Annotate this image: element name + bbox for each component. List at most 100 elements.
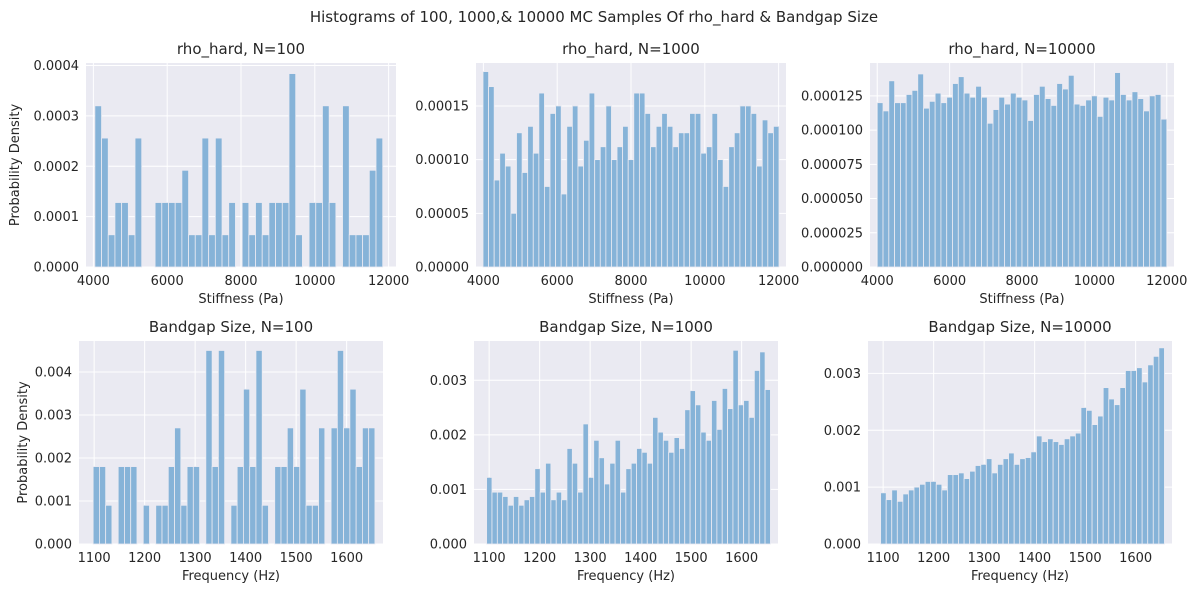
histogram-bar: [727, 408, 734, 545]
histogram-bar: [155, 504, 163, 545]
x-tick-label: 8000: [614, 274, 647, 289]
histogram-bar: [952, 474, 959, 545]
histogram-bar: [721, 388, 728, 545]
histogram-bar: [644, 113, 651, 268]
histogram-bar: [161, 504, 169, 545]
histogram-bar: [549, 113, 557, 268]
histogram-bar: [1080, 407, 1087, 545]
x-tick-label: 10000: [294, 274, 335, 289]
histogram-bar: [638, 92, 646, 268]
histogram-bar: [689, 390, 696, 545]
histogram-bar: [368, 169, 377, 268]
y-tick-label: 0.000000: [801, 261, 863, 276]
histogram-bar: [588, 92, 596, 268]
histogram-bar: [518, 504, 525, 545]
histogram-bar: [745, 105, 752, 268]
histogram-bar: [1091, 95, 1098, 268]
histogram-bar: [527, 125, 534, 268]
histogram-bar: [923, 107, 930, 268]
histogram-bar: [1063, 438, 1071, 545]
y-tick-label: 0.001: [824, 481, 861, 496]
histogram-bar: [288, 73, 297, 268]
histogram-bar: [330, 427, 338, 545]
histogram-bar: [705, 439, 712, 545]
histogram-bar: [493, 179, 501, 268]
subplot-1: 4000 6000 8000 10000 12000 0.0000 0.0001 0.0002…: [8, 40, 409, 307]
histogram-bar: [1096, 115, 1104, 268]
histogram-bar: [268, 202, 277, 268]
histogram-bar: [208, 234, 216, 268]
histogram-bar: [105, 504, 113, 545]
x-tick-label: 1400: [229, 551, 262, 566]
histogram-bar: [174, 427, 182, 545]
histogram-bar: [521, 172, 529, 268]
y-tick-label: 0.000125: [801, 89, 863, 104]
histogram-bar: [1160, 118, 1168, 268]
histogram-bar: [1130, 370, 1138, 545]
y-tick-label: 0.0003: [34, 109, 80, 124]
histogram-bar: [700, 431, 707, 545]
histogram-bar: [1152, 355, 1160, 545]
histogram-bar: [689, 113, 696, 268]
histogram-bar: [1050, 105, 1058, 268]
x-tick-label: 1600: [725, 551, 758, 566]
histogram-bar: [917, 73, 924, 268]
histogram-bar: [908, 489, 915, 545]
x-axis-label: Frequency (Hz): [971, 569, 1069, 584]
histogram-bar: [722, 186, 730, 268]
x-tick-label: 4000: [861, 274, 894, 289]
histogram-bar: [368, 427, 376, 545]
histogram-bar: [1019, 458, 1026, 545]
histogram-bar: [756, 165, 763, 268]
histogram-bar: [705, 146, 713, 268]
histogram-bar: [311, 504, 319, 545]
histogram-bar: [616, 146, 624, 268]
histogram-bar: [593, 439, 600, 545]
histogram-bar: [286, 427, 294, 545]
x-tick-label: 1600: [1119, 551, 1152, 566]
histogram-bar: [891, 489, 898, 545]
histogram-bar: [318, 427, 326, 545]
histogram-bar: [876, 102, 884, 268]
x-tick-label: 10000: [1074, 274, 1115, 289]
histogram-bar: [582, 423, 589, 545]
histogram-bar: [174, 202, 183, 268]
histogram-bar: [127, 234, 136, 268]
histogram-bar: [992, 109, 1000, 268]
histogram-bar: [101, 137, 109, 268]
x-tick-label: 8000: [1005, 274, 1038, 289]
histogram-bar: [673, 437, 680, 545]
histogram-bar: [502, 496, 509, 545]
y-tick-label: 0.0000: [34, 261, 80, 276]
histogram-bar: [969, 96, 977, 268]
x-tick-label: 1100: [473, 551, 506, 566]
histogram-bar: [255, 202, 263, 268]
histogram-bar: [902, 493, 909, 545]
histogram-bar: [1148, 95, 1156, 268]
histogram-bar: [117, 466, 125, 545]
histogram-bar: [986, 122, 994, 268]
histogram-bar: [1015, 96, 1023, 268]
x-axis-label: Stiffness (Pa): [198, 292, 283, 307]
histogram-bar: [1058, 444, 1065, 545]
y-tick-label: 0.00005: [415, 207, 469, 222]
histogram-bar: [308, 202, 317, 268]
histogram-bar: [695, 404, 702, 545]
histogram-bar: [499, 152, 506, 268]
histogram-bar: [598, 457, 605, 545]
histogram-bar: [711, 113, 718, 268]
histogram-bar: [622, 125, 629, 268]
histogram-bar: [1047, 438, 1054, 545]
x-tick-label: 1300: [574, 551, 607, 566]
x-tick-label: 1100: [78, 551, 111, 566]
histogram-bar: [566, 125, 573, 268]
histogram-bar: [1086, 409, 1093, 545]
histogram-bar: [1036, 435, 1043, 545]
histogram-bar: [142, 504, 150, 545]
subplot-title: Bandgap Size, N=10000: [928, 318, 1111, 336]
histogram-bar: [620, 491, 627, 545]
subplot-title: Bandgap Size, N=100: [149, 318, 313, 336]
x-tick-label: 1200: [917, 551, 950, 566]
histogram-bar: [764, 389, 771, 545]
